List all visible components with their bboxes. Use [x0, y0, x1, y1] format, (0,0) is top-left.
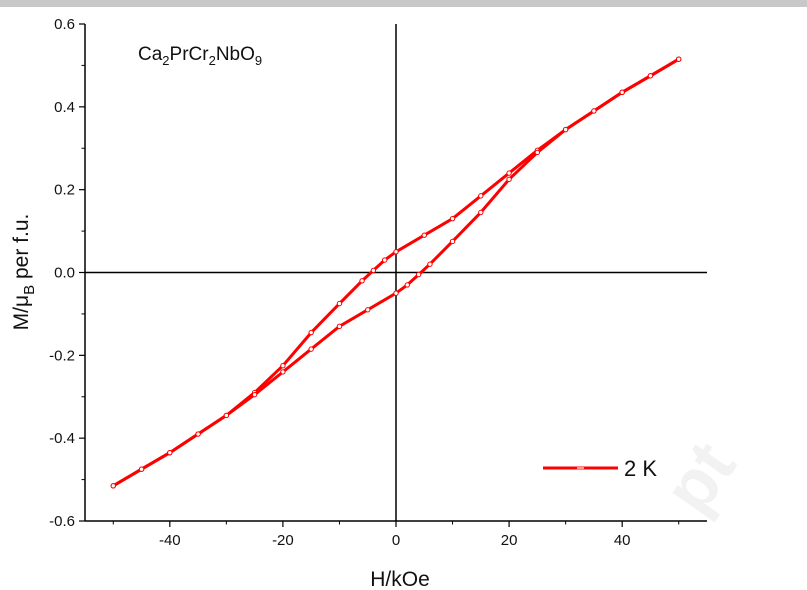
compound-label: Ca2PrCr2NbO9	[138, 44, 262, 68]
data-point	[506, 170, 512, 176]
data-point	[562, 126, 569, 133]
data-point	[393, 249, 399, 255]
data-point	[280, 369, 286, 375]
zero-lines	[85, 24, 707, 521]
data-point	[359, 278, 365, 284]
data-point	[449, 215, 456, 222]
y-tick-label: 0.6	[54, 16, 75, 33]
data-point	[415, 271, 422, 278]
data-point	[110, 483, 116, 489]
data-point	[167, 449, 173, 456]
data-point	[534, 149, 541, 156]
top-border-bar	[0, 0, 807, 7]
data-point	[365, 307, 371, 313]
data-point	[138, 466, 145, 472]
data-point	[421, 232, 427, 238]
data-point	[427, 261, 433, 267]
data-point	[223, 412, 230, 419]
data-point	[404, 282, 411, 288]
data-point	[449, 238, 456, 245]
data-point	[393, 290, 399, 296]
data-point	[478, 209, 484, 216]
data-point	[336, 323, 343, 330]
watermark-text: pt	[648, 428, 750, 527]
data-point	[591, 108, 597, 114]
data-point	[647, 73, 654, 79]
data-point	[506, 176, 512, 183]
legend-label: 2 K	[624, 456, 657, 481]
ticks-group: -40 -20 0 20 40 -0.6 -0.4 -0.2 0.0 0.2 0.4 0.6	[49, 16, 680, 549]
data-point	[381, 257, 388, 263]
x-tick-label: 40	[614, 532, 631, 549]
x-tick-label: -20	[272, 532, 294, 549]
data-point	[370, 267, 377, 274]
series-group	[110, 56, 682, 489]
x-tick-label: 0	[392, 532, 400, 549]
data-point	[619, 89, 625, 96]
data-point	[676, 56, 682, 62]
data-point	[308, 329, 314, 336]
y-tick-label: -0.4	[49, 430, 75, 447]
legend: 2 K	[543, 456, 657, 481]
data-point	[195, 431, 201, 437]
y-tick-label: -0.6	[49, 513, 75, 530]
data-point	[308, 346, 314, 352]
data-point	[478, 193, 484, 199]
x-axis-title: H/kOe	[370, 568, 430, 590]
y-axis-title: M/μB per f.u.	[10, 214, 38, 331]
y-tick-label: -0.2	[49, 347, 75, 364]
y-tick-label: 0.2	[54, 182, 75, 199]
y-tick-label: 0.4	[54, 99, 75, 116]
x-tick-label: -40	[159, 532, 181, 549]
x-tick-label: 20	[501, 532, 518, 549]
data-point	[280, 362, 286, 369]
data-point	[251, 391, 258, 398]
y-tick-label: 0.0	[54, 265, 75, 282]
data-point	[336, 300, 343, 307]
